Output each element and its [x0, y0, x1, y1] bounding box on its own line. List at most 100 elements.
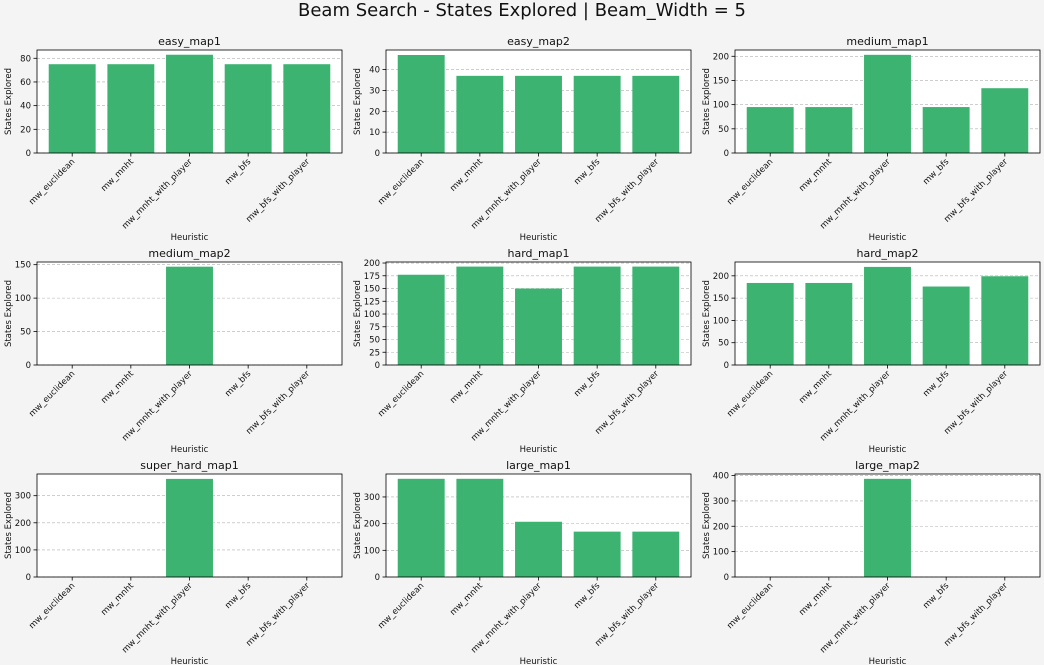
x-tick-label: mw_bfs [223, 157, 253, 187]
y-tick-label: 400 [713, 472, 729, 482]
y-tick-label: 300 [364, 493, 380, 503]
subplot-title: hard_map2 [857, 247, 919, 260]
bar-mw_mnht [107, 64, 155, 153]
x-tick-label: mw_bfs_with_player [244, 581, 312, 649]
y-tick-label: 30 [369, 86, 380, 96]
subplot-title: easy_map1 [158, 35, 221, 48]
y-tick-label: 0 [375, 361, 380, 371]
y-tick-label: 20 [20, 125, 31, 135]
y-tick-label: 50 [718, 125, 729, 135]
x-tick-label: mw_bfs [572, 581, 602, 611]
subplot-title: medium_map2 [148, 247, 230, 260]
y-tick-label: 150 [15, 261, 31, 271]
y-tick-label: 0 [724, 573, 729, 583]
x-tick-label: mw_mnht [448, 581, 485, 618]
y-tick-label: 200 [15, 519, 31, 529]
y-tick-label: 20 [369, 107, 380, 117]
y-axis-label: States Explored [702, 68, 712, 135]
y-axis-label: States Explored [4, 492, 14, 559]
bar-mw_bfs_with_player [981, 88, 1029, 153]
x-tick-label: mw_euclidean [27, 369, 77, 419]
bar-mw_bfs [573, 75, 621, 153]
x-tick-label: mw_bfs_with_player [244, 369, 312, 437]
x-tick-label: mw_mnht [99, 369, 136, 406]
y-tick-label: 300 [15, 492, 31, 502]
y-tick-label: 100 [713, 548, 729, 558]
y-axis-label: States Explored [702, 280, 712, 347]
x-tick-label: mw_bfs_with_player [942, 157, 1010, 225]
x-axis-label: Heuristic [171, 233, 209, 243]
x-tick-label: mw_euclidean [725, 157, 775, 207]
x-tick-label: mw_mnht [448, 157, 485, 194]
x-tick-label: mw_bfs [223, 369, 253, 399]
x-tick-label: mw_bfs [572, 157, 602, 187]
bar-mw_mnht_with_player [166, 54, 213, 153]
y-tick-label: 0 [375, 149, 380, 159]
y-axis-label: States Explored [353, 280, 363, 347]
y-tick-label: 200 [713, 522, 729, 532]
y-tick-label: 80 [20, 54, 31, 64]
y-tick-label: 0 [26, 361, 31, 371]
y-tick-label: 200 [364, 259, 380, 269]
bar-mw_euclidean [48, 64, 96, 153]
bar-mw_mnht_with_player [166, 478, 213, 577]
y-tick-label: 100 [713, 316, 729, 326]
bar-mw_bfs [573, 531, 621, 577]
bar-mw_mnht [456, 75, 504, 153]
bar-mw_mnht [805, 107, 853, 153]
y-tick-label: 175 [364, 272, 380, 282]
bar-mw_euclidean [746, 107, 794, 153]
bar-mw_mnht_with_player [515, 288, 562, 365]
y-axis-label: States Explored [353, 492, 363, 559]
y-tick-label: 50 [369, 336, 380, 346]
y-tick-label: 150 [713, 76, 729, 86]
y-tick-label: 75 [369, 323, 380, 333]
x-tick-label: mw_euclidean [27, 157, 77, 207]
x-tick-label: mw_euclidean [376, 369, 426, 419]
y-tick-label: 100 [364, 310, 380, 320]
y-tick-label: 200 [713, 52, 729, 62]
x-axis-label: Heuristic [869, 445, 907, 455]
y-tick-label: 10 [369, 128, 380, 138]
bar-mw_bfs_with_player [632, 531, 680, 577]
subplot-title: medium_map1 [846, 35, 928, 48]
bar-mw_bfs_with_player [632, 75, 680, 153]
bar-mw_euclidean [397, 478, 445, 577]
x-tick-label: mw_bfs_with_player [942, 581, 1010, 649]
x-tick-label: mw_bfs_with_player [593, 157, 661, 225]
bar-mw_mnht_with_player [864, 266, 911, 365]
x-tick-label: mw_mnht [797, 581, 834, 618]
x-axis-label: Heuristic [520, 233, 558, 243]
x-tick-label: mw_euclidean [725, 581, 775, 631]
y-tick-label: 100 [713, 101, 729, 111]
y-tick-label: 40 [20, 102, 31, 112]
x-tick-label: mw_bfs [921, 581, 951, 611]
y-tick-label: 150 [364, 285, 380, 295]
bar-mw_mnht_with_player [515, 521, 562, 577]
y-axis-label: States Explored [4, 280, 14, 347]
x-axis-label: Heuristic [520, 445, 558, 455]
y-axis-label: States Explored [353, 68, 363, 135]
y-axis-label: States Explored [4, 68, 14, 135]
bar-mw_euclidean [397, 274, 445, 365]
x-tick-label: mw_mnht [99, 581, 136, 618]
y-tick-label: 300 [713, 497, 729, 507]
bar-mw_euclidean [397, 55, 445, 154]
y-tick-label: 50 [20, 328, 31, 338]
y-tick-label: 100 [15, 546, 31, 556]
x-axis-label: Heuristic [520, 657, 558, 665]
x-tick-label: mw_bfs [223, 581, 253, 611]
y-tick-label: 0 [375, 573, 380, 583]
figure-title: Beam Search - States Explored | Beam_Wid… [298, 0, 746, 21]
y-tick-label: 200 [364, 520, 380, 530]
subplot-title: super_hard_map1 [140, 459, 238, 472]
subplot-title: hard_map1 [508, 247, 570, 260]
y-tick-label: 40 [369, 66, 380, 76]
x-tick-label: mw_bfs_with_player [942, 369, 1010, 437]
bar-mw_bfs [922, 286, 970, 365]
y-tick-label: 100 [15, 294, 31, 304]
x-tick-label: mw_euclidean [27, 581, 77, 631]
y-tick-label: 60 [20, 78, 31, 88]
